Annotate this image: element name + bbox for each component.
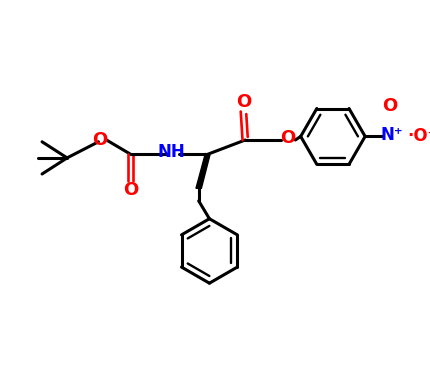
Text: N⁺: N⁺ bbox=[381, 126, 403, 143]
Text: O: O bbox=[92, 131, 108, 149]
Text: O: O bbox=[280, 129, 296, 147]
Text: O: O bbox=[123, 181, 138, 199]
Text: NH: NH bbox=[157, 143, 185, 161]
Text: O: O bbox=[383, 97, 398, 115]
Text: O: O bbox=[236, 92, 251, 111]
Polygon shape bbox=[196, 153, 210, 188]
Text: ·O⁻: ·O⁻ bbox=[407, 127, 430, 145]
